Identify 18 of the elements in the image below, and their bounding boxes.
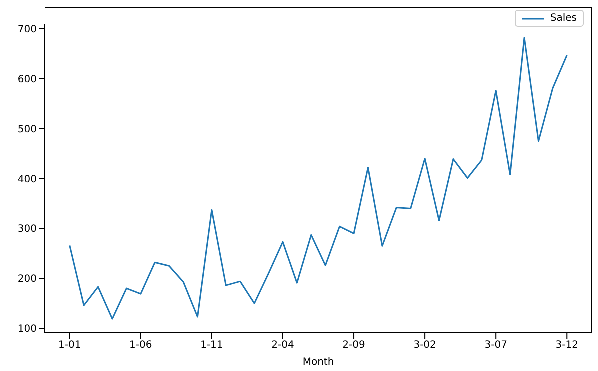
x-tick-label: 1-06 xyxy=(130,340,152,352)
x-tick-label: 2-04 xyxy=(272,340,294,352)
y-tick-label: 100 xyxy=(18,324,37,336)
x-tick-label: 3-02 xyxy=(414,340,436,352)
line-series xyxy=(69,37,568,320)
y-tick-label: 600 xyxy=(18,74,37,86)
y-tick-label: 300 xyxy=(18,224,37,236)
y-tick-label: 700 xyxy=(18,24,37,36)
y-tick-label: 200 xyxy=(18,274,37,286)
x-tick-label: 3-07 xyxy=(484,340,508,352)
legend-label: Sales xyxy=(550,13,577,24)
y-tick-label: 500 xyxy=(18,124,37,136)
x-tick-label: 2-09 xyxy=(342,340,366,352)
x-axis-title: Month xyxy=(302,357,334,368)
x-tick-label: 1-01 xyxy=(58,340,82,352)
x-tick-label: 3-12 xyxy=(556,340,578,352)
y-tick-label: 400 xyxy=(18,174,37,186)
x-tick-label: 1-11 xyxy=(200,340,224,352)
